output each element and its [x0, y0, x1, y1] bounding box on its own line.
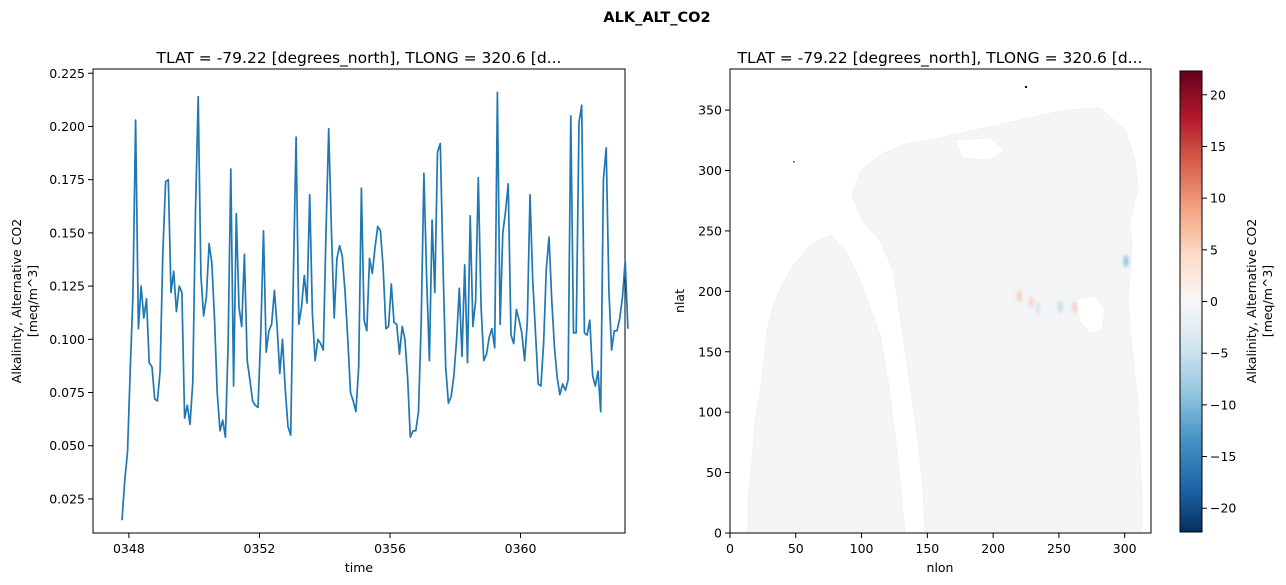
- line-chart-x-ticks: 0348 0352 0356 0360: [113, 533, 537, 556]
- y-tick-label: 150: [698, 344, 722, 359]
- line-chart-ylabel: Alkalinity, Alternative CO2: [9, 219, 24, 383]
- y-tick-label: 0.125: [49, 279, 85, 294]
- y-tick-label: 350: [698, 103, 722, 118]
- x-tick-label: 0: [726, 541, 734, 556]
- x-tick-label: 0360: [505, 541, 537, 556]
- colorbar-label: Alkalinity, Alternative CO2: [1244, 219, 1259, 383]
- x-tick-label: 0352: [244, 541, 276, 556]
- heatmap-y-ticks: 0 50 100 150 200 250 300 350: [698, 103, 730, 541]
- x-tick-label: 150: [915, 541, 939, 556]
- anomaly-mark: [1123, 255, 1129, 268]
- y-tick-label: 0.200: [49, 119, 85, 134]
- heatmap-axes: [729, 68, 1152, 534]
- x-tick-label: 0348: [113, 541, 145, 556]
- colorbar-tick-label: 20: [1210, 87, 1226, 102]
- line-chart-y-ticks: 0.025 0.050 0.075 0.100 0.125 0.150 0.175 0.200…: [49, 66, 93, 506]
- x-tick-label: 300: [1113, 541, 1137, 556]
- colorbar-tick-label: 5: [1210, 242, 1218, 257]
- speck: [793, 161, 795, 163]
- colorbar: [1179, 70, 1203, 533]
- colorbar-tick-label: −5: [1210, 346, 1228, 361]
- y-tick-label: 300: [698, 163, 722, 178]
- colorbar-units: [meq/m^3]: [1260, 265, 1275, 337]
- anomaly-mark: [1028, 296, 1034, 309]
- anomaly-mark: [1072, 301, 1078, 314]
- x-tick-label: 50: [788, 541, 804, 556]
- y-tick-label: 0.175: [49, 172, 85, 187]
- anomaly-mark: [1035, 302, 1041, 315]
- colorbar-tick-label: 10: [1210, 191, 1226, 206]
- heatmap-title: TLAT = -79.22 [degrees_north], TLONG = 3…: [737, 49, 1143, 68]
- colorbar-tick-label: −15: [1210, 449, 1236, 464]
- y-tick-label: 0.075: [49, 385, 85, 400]
- y-tick-label: 0.025: [49, 491, 85, 506]
- heatmap-image: [730, 69, 1151, 533]
- colorbar-tick-label: −10: [1210, 397, 1236, 412]
- figure-suptitle: ALK_ALT_CO2: [603, 10, 710, 26]
- y-tick-label: 0.150: [49, 225, 85, 240]
- colorbar-tick-label: 0: [1210, 294, 1218, 309]
- heatmap-ylabel: nlat: [672, 289, 687, 313]
- speck: [1025, 86, 1027, 88]
- y-tick-label: 0.100: [49, 332, 85, 347]
- heatmap-chart: TLAT = -79.22 [degrees_north], TLONG = 3…: [672, 49, 1275, 575]
- y-tick-label: 250: [698, 223, 722, 238]
- anomaly-mark: [1016, 290, 1022, 303]
- line-chart-xlabel: time: [345, 560, 374, 575]
- series-line: [121, 91, 629, 521]
- heatmap-x-ticks: 0 50 100 150 200 250 300: [726, 533, 1137, 556]
- anomaly-mark: [1057, 301, 1063, 314]
- anomaly-layer: [1016, 255, 1129, 315]
- y-tick-label: 0: [714, 526, 722, 541]
- x-tick-label: 250: [1047, 541, 1071, 556]
- x-tick-label: 200: [981, 541, 1005, 556]
- y-tick-label: 50: [706, 465, 722, 480]
- line-chart: TLAT = -79.22 [degrees_north], TLONG = 3…: [9, 49, 629, 575]
- x-tick-label: 0356: [374, 541, 406, 556]
- colorbar-tick-label: −20: [1210, 501, 1236, 516]
- y-tick-label: 200: [698, 284, 722, 299]
- land-mask: [730, 69, 1151, 533]
- y-tick-label: 0.050: [49, 438, 85, 453]
- x-tick-label: 100: [850, 541, 874, 556]
- y-tick-label: 100: [698, 405, 722, 420]
- y-tick-label: 0.225: [49, 66, 85, 81]
- colorbar-tick-label: 15: [1210, 139, 1226, 154]
- heatmap-xlabel: nlon: [927, 560, 954, 575]
- colorbar-ticks: −20 −15 −10 −5 0 5 10 15 20: [1202, 87, 1236, 516]
- line-chart-title: TLAT = -79.22 [degrees_north], TLONG = 3…: [156, 49, 562, 68]
- line-chart-ylabel-units: [meq/m^3]: [25, 265, 40, 337]
